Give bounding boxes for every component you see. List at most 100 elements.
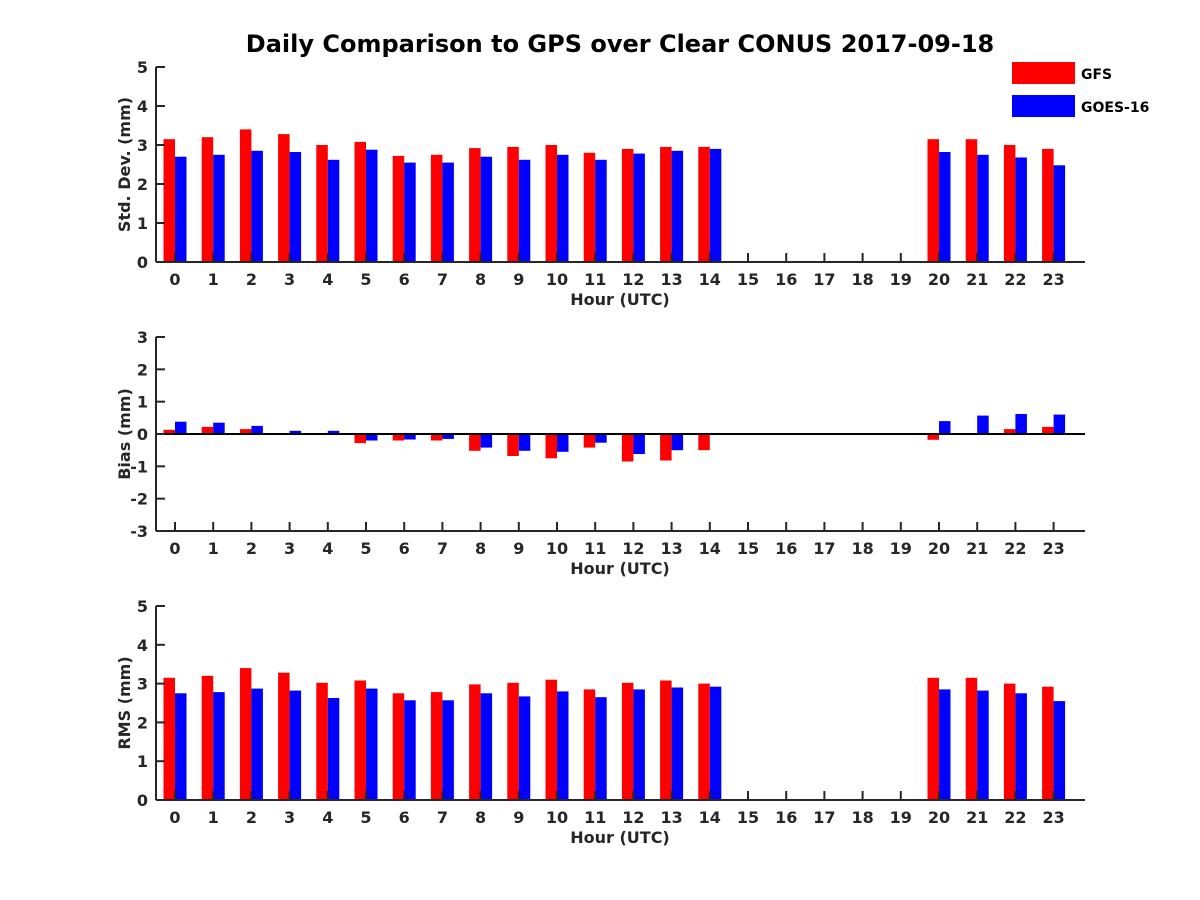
x-tick-label: 20: [928, 808, 950, 827]
x-tick-label: 14: [699, 808, 721, 827]
y-tick-label: 4: [137, 97, 148, 116]
legend-label-gfs: GFS: [1081, 67, 1112, 83]
bar-goes-16-0: [175, 156, 187, 262]
bar-gfs-10: [545, 145, 557, 262]
bar-goes-16-22: [1015, 693, 1027, 800]
x-tick-label: 3: [284, 539, 295, 558]
bar-goes-16-4: [327, 159, 340, 262]
x-tick-label: 13: [660, 808, 682, 827]
bar-goes-16-12: [633, 153, 645, 262]
y-axis-label: Std. Dev. (mm): [115, 97, 134, 232]
x-tick-label: 4: [322, 270, 333, 289]
x-tick-label: 9: [513, 270, 524, 289]
x-tick-label: 8: [475, 270, 486, 289]
y-tick-label: -3: [130, 522, 148, 541]
bar-gfs-4: [316, 145, 328, 262]
legend: GFS GOES-16: [1012, 62, 1149, 117]
bar-gfs-11: [583, 152, 596, 262]
bar-gfs-9: [507, 434, 519, 456]
bar-gfs-0: [163, 139, 175, 262]
bar-gfs-11: [583, 434, 596, 448]
x-tick-label: 23: [1042, 808, 1064, 827]
x-tick-label: 9: [513, 808, 524, 827]
bar-gfs-22: [1003, 429, 1016, 434]
bar-gfs-23: [1042, 426, 1054, 434]
bar-goes-16-6: [404, 700, 416, 800]
bar-goes-16-9: [518, 159, 531, 262]
bar-gfs-2: [239, 668, 252, 800]
x-tick-label: 8: [475, 808, 486, 827]
bar-goes-16-13: [671, 150, 684, 262]
bar-gfs-13: [660, 680, 672, 800]
x-tick-label: 7: [437, 270, 448, 289]
bar-goes-16-1: [213, 422, 225, 434]
x-tick-label: 14: [699, 539, 721, 558]
bar-goes-16-23: [1053, 165, 1066, 262]
y-tick-label: 0: [137, 253, 148, 272]
bar-gfs-0: [163, 677, 175, 800]
y-tick-label: 2: [137, 175, 148, 194]
bar-gfs-11: [583, 689, 596, 800]
x-tick-label: 11: [584, 539, 606, 558]
x-tick-label: 10: [546, 808, 568, 827]
bar-gfs-0: [163, 429, 175, 434]
bar-goes-16-10: [557, 691, 569, 800]
bar-gfs-23: [1042, 148, 1054, 262]
bar-gfs-6: [392, 434, 405, 441]
x-tick-label: 11: [584, 270, 606, 289]
bar-goes-16-21: [977, 154, 989, 263]
y-tick-label: 5: [137, 597, 148, 616]
x-tick-label: 2: [246, 808, 257, 827]
x-tick-label: 1: [208, 539, 219, 558]
x-tick-label: 20: [928, 539, 950, 558]
bar-goes-16-7: [442, 162, 454, 262]
bar-gfs-7: [430, 434, 443, 441]
x-tick-label: 20: [928, 270, 950, 289]
bar-gfs-22: [1003, 145, 1016, 262]
bar-gfs-8: [469, 148, 481, 262]
x-tick-label: 5: [360, 808, 371, 827]
bar-goes-16-7: [442, 434, 454, 439]
bar-goes-16-20: [939, 689, 951, 800]
x-tick-label: 18: [851, 539, 873, 558]
chart-title: Daily Comparison to GPS over Clear CONUS…: [245, 30, 995, 58]
bar-goes-16-8: [480, 156, 493, 262]
bar-gfs-20: [927, 434, 939, 440]
x-tick-label: 12: [622, 808, 644, 827]
bar-goes-16-11: [595, 697, 607, 800]
legend-label-goes-16: GOES-16: [1081, 100, 1149, 116]
y-tick-label: 2: [137, 713, 148, 732]
x-tick-label: 16: [775, 808, 797, 827]
x-tick-label: 19: [890, 270, 912, 289]
y-tick-label: 4: [137, 636, 148, 655]
x-tick-label: 22: [1004, 270, 1026, 289]
x-tick-label: 15: [737, 270, 759, 289]
bar-goes-16-23: [1053, 414, 1066, 434]
bar-goes-16-6: [404, 162, 416, 262]
bar-gfs-2: [239, 429, 252, 434]
bar-gfs-1: [201, 675, 214, 800]
bar-gfs-20: [927, 677, 939, 800]
bar-gfs-10: [545, 679, 557, 800]
x-tick-label: 1: [208, 808, 219, 827]
bar-gfs-14: [698, 434, 710, 451]
bar-goes-16-9: [518, 434, 531, 451]
x-tick-label: 22: [1004, 539, 1026, 558]
x-tick-label: 21: [966, 270, 988, 289]
x-tick-label: 12: [622, 270, 644, 289]
x-tick-label: 0: [169, 539, 180, 558]
bar-gfs-23: [1042, 686, 1054, 800]
bar-goes-16-4: [327, 698, 340, 800]
bar-goes-16-10: [557, 434, 569, 452]
bar-gfs-1: [201, 137, 214, 262]
bar-gfs-3: [278, 672, 290, 800]
x-tick-label: 23: [1042, 270, 1064, 289]
bar-goes-16-23: [1053, 701, 1066, 800]
x-tick-label: 4: [322, 808, 333, 827]
bar-goes-16-10: [557, 154, 569, 263]
x-tick-label: 18: [851, 808, 873, 827]
x-tick-label: 1: [208, 270, 219, 289]
x-tick-label: 2: [246, 270, 257, 289]
